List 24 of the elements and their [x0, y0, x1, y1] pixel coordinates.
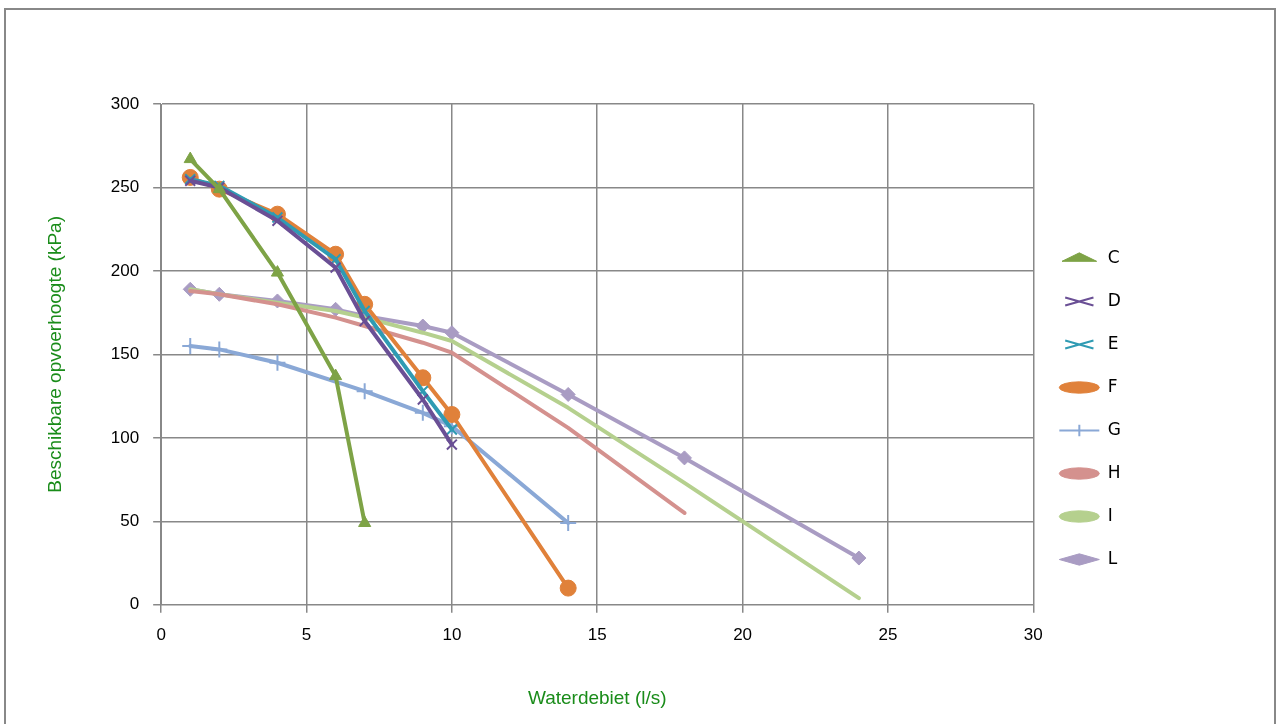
- x-tick-label: 10: [442, 624, 462, 644]
- legend-label: C: [1107, 246, 1120, 267]
- x-tick-label: 5: [301, 624, 312, 644]
- x-tick-label: 0: [156, 624, 166, 644]
- y-tick-label: 50: [120, 511, 140, 531]
- legend-label: G: [1107, 418, 1122, 439]
- y-tick-label: 200: [110, 260, 140, 280]
- legend-label: H: [1107, 461, 1121, 482]
- x-axis-title: Waterdebiet (l/s): [527, 686, 667, 708]
- legend-label: D: [1107, 289, 1121, 310]
- legend-label: L: [1107, 547, 1118, 568]
- x-tick-label: 15: [587, 624, 607, 644]
- legend-label: I: [1107, 504, 1113, 525]
- legend-label: F: [1107, 375, 1118, 396]
- y-tick-label: 0: [129, 594, 140, 614]
- x-tick-label: 30: [1023, 624, 1043, 644]
- y-axis-title: Beschikbare opvoerhoogte (kPa): [43, 216, 65, 493]
- y-tick-label: 250: [110, 177, 140, 197]
- y-tick-label: 150: [110, 344, 140, 364]
- y-tick-label: 100: [110, 427, 140, 447]
- x-tick-label: 20: [733, 624, 753, 644]
- legend-label: E: [1107, 332, 1119, 353]
- x-tick-label: 25: [878, 624, 898, 644]
- y-tick-label: 300: [110, 93, 140, 113]
